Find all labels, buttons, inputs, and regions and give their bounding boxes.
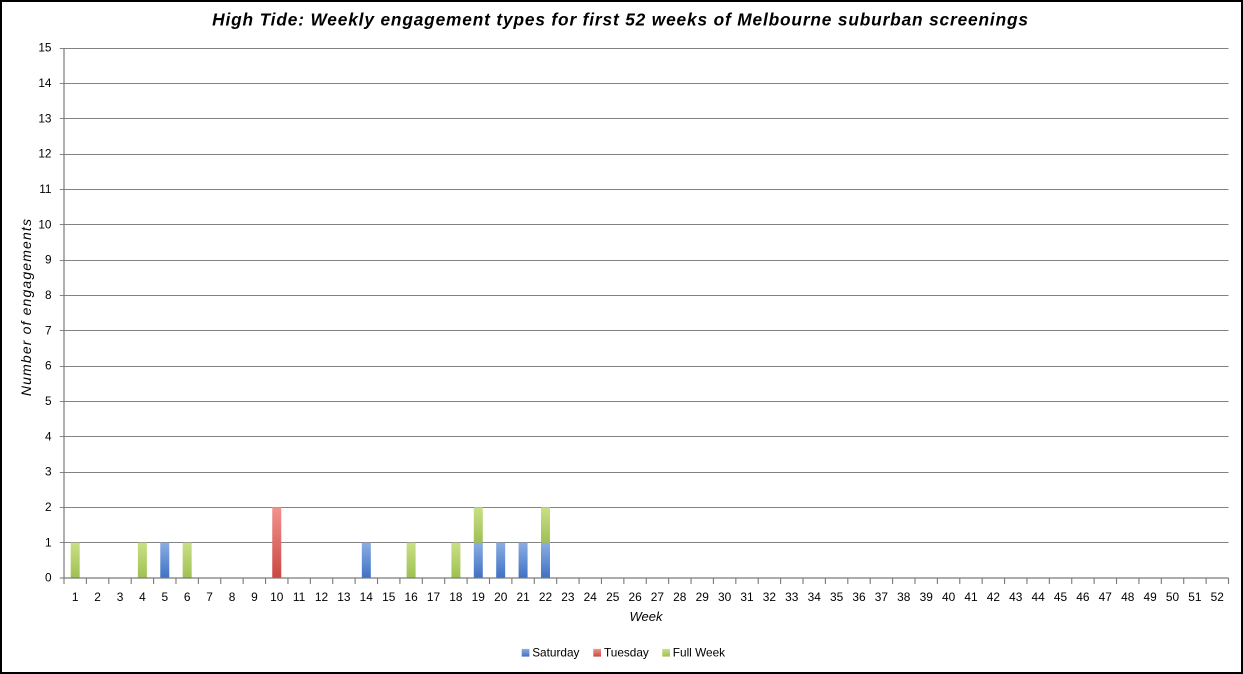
svg-text:30: 30 bbox=[718, 590, 732, 604]
svg-text:6: 6 bbox=[45, 359, 52, 373]
svg-text:1: 1 bbox=[72, 590, 79, 604]
svg-text:14: 14 bbox=[360, 590, 374, 604]
svg-text:34: 34 bbox=[808, 590, 822, 604]
svg-text:23: 23 bbox=[561, 590, 575, 604]
svg-text:17: 17 bbox=[427, 590, 441, 604]
svg-text:9: 9 bbox=[45, 253, 52, 267]
svg-text:Full Week: Full Week bbox=[673, 646, 725, 660]
svg-text:25: 25 bbox=[606, 590, 620, 604]
svg-text:22: 22 bbox=[539, 590, 553, 604]
svg-text:35: 35 bbox=[830, 590, 844, 604]
svg-text:5: 5 bbox=[45, 394, 52, 408]
svg-text:13: 13 bbox=[38, 111, 52, 125]
svg-text:3: 3 bbox=[45, 465, 52, 479]
svg-text:37: 37 bbox=[875, 590, 889, 604]
svg-text:20: 20 bbox=[494, 590, 508, 604]
svg-text:24: 24 bbox=[584, 590, 598, 604]
svg-text:31: 31 bbox=[740, 590, 754, 604]
svg-text:15: 15 bbox=[38, 41, 52, 55]
svg-text:42: 42 bbox=[987, 590, 1001, 604]
svg-text:15: 15 bbox=[382, 590, 396, 604]
svg-text:44: 44 bbox=[1031, 590, 1045, 604]
svg-text:4: 4 bbox=[139, 590, 146, 604]
svg-text:52: 52 bbox=[1211, 590, 1225, 604]
svg-text:Week: Week bbox=[630, 609, 664, 624]
svg-text:8: 8 bbox=[229, 590, 236, 604]
svg-text:41: 41 bbox=[964, 590, 978, 604]
svg-text:45: 45 bbox=[1054, 590, 1068, 604]
svg-text:40: 40 bbox=[942, 590, 956, 604]
svg-text:16: 16 bbox=[404, 590, 418, 604]
svg-text:High Tide: Weekly engagement t: High Tide: Weekly engagement types for f… bbox=[212, 10, 1029, 30]
svg-text:1: 1 bbox=[45, 535, 52, 549]
svg-text:6: 6 bbox=[184, 590, 191, 604]
svg-text:32: 32 bbox=[763, 590, 777, 604]
svg-text:2: 2 bbox=[94, 590, 101, 604]
svg-text:9: 9 bbox=[251, 590, 258, 604]
svg-text:49: 49 bbox=[1143, 590, 1157, 604]
svg-text:43: 43 bbox=[1009, 590, 1023, 604]
svg-text:Tuesday: Tuesday bbox=[604, 646, 649, 660]
svg-text:28: 28 bbox=[673, 590, 687, 604]
svg-text:13: 13 bbox=[337, 590, 351, 604]
svg-text:10: 10 bbox=[270, 590, 284, 604]
svg-text:8: 8 bbox=[45, 288, 52, 302]
svg-text:Saturday: Saturday bbox=[532, 646, 579, 660]
svg-text:51: 51 bbox=[1188, 590, 1202, 604]
svg-text:36: 36 bbox=[852, 590, 866, 604]
svg-text:12: 12 bbox=[315, 590, 329, 604]
svg-text:27: 27 bbox=[651, 590, 665, 604]
svg-text:48: 48 bbox=[1121, 590, 1135, 604]
svg-text:26: 26 bbox=[628, 590, 642, 604]
svg-text:10: 10 bbox=[38, 217, 52, 231]
svg-text:5: 5 bbox=[161, 590, 168, 604]
svg-text:2: 2 bbox=[45, 500, 52, 514]
svg-text:11: 11 bbox=[293, 590, 306, 604]
svg-text:33: 33 bbox=[785, 590, 799, 604]
svg-text:29: 29 bbox=[696, 590, 710, 604]
svg-text:39: 39 bbox=[920, 590, 934, 604]
svg-text:47: 47 bbox=[1099, 590, 1113, 604]
svg-text:46: 46 bbox=[1076, 590, 1090, 604]
svg-text:4: 4 bbox=[45, 429, 52, 443]
svg-text:12: 12 bbox=[38, 147, 51, 161]
svg-text:38: 38 bbox=[897, 590, 911, 604]
svg-text:19: 19 bbox=[472, 590, 486, 604]
svg-text:7: 7 bbox=[206, 590, 213, 604]
svg-text:7: 7 bbox=[45, 323, 52, 337]
svg-text:50: 50 bbox=[1166, 590, 1180, 604]
svg-text:0: 0 bbox=[45, 571, 52, 585]
svg-text:14: 14 bbox=[38, 76, 52, 90]
svg-text:Number of engagements: Number of engagements bbox=[18, 218, 34, 396]
svg-text:21: 21 bbox=[516, 590, 530, 604]
svg-text:18: 18 bbox=[449, 590, 463, 604]
svg-text:11: 11 bbox=[39, 182, 51, 196]
svg-text:3: 3 bbox=[117, 590, 124, 604]
